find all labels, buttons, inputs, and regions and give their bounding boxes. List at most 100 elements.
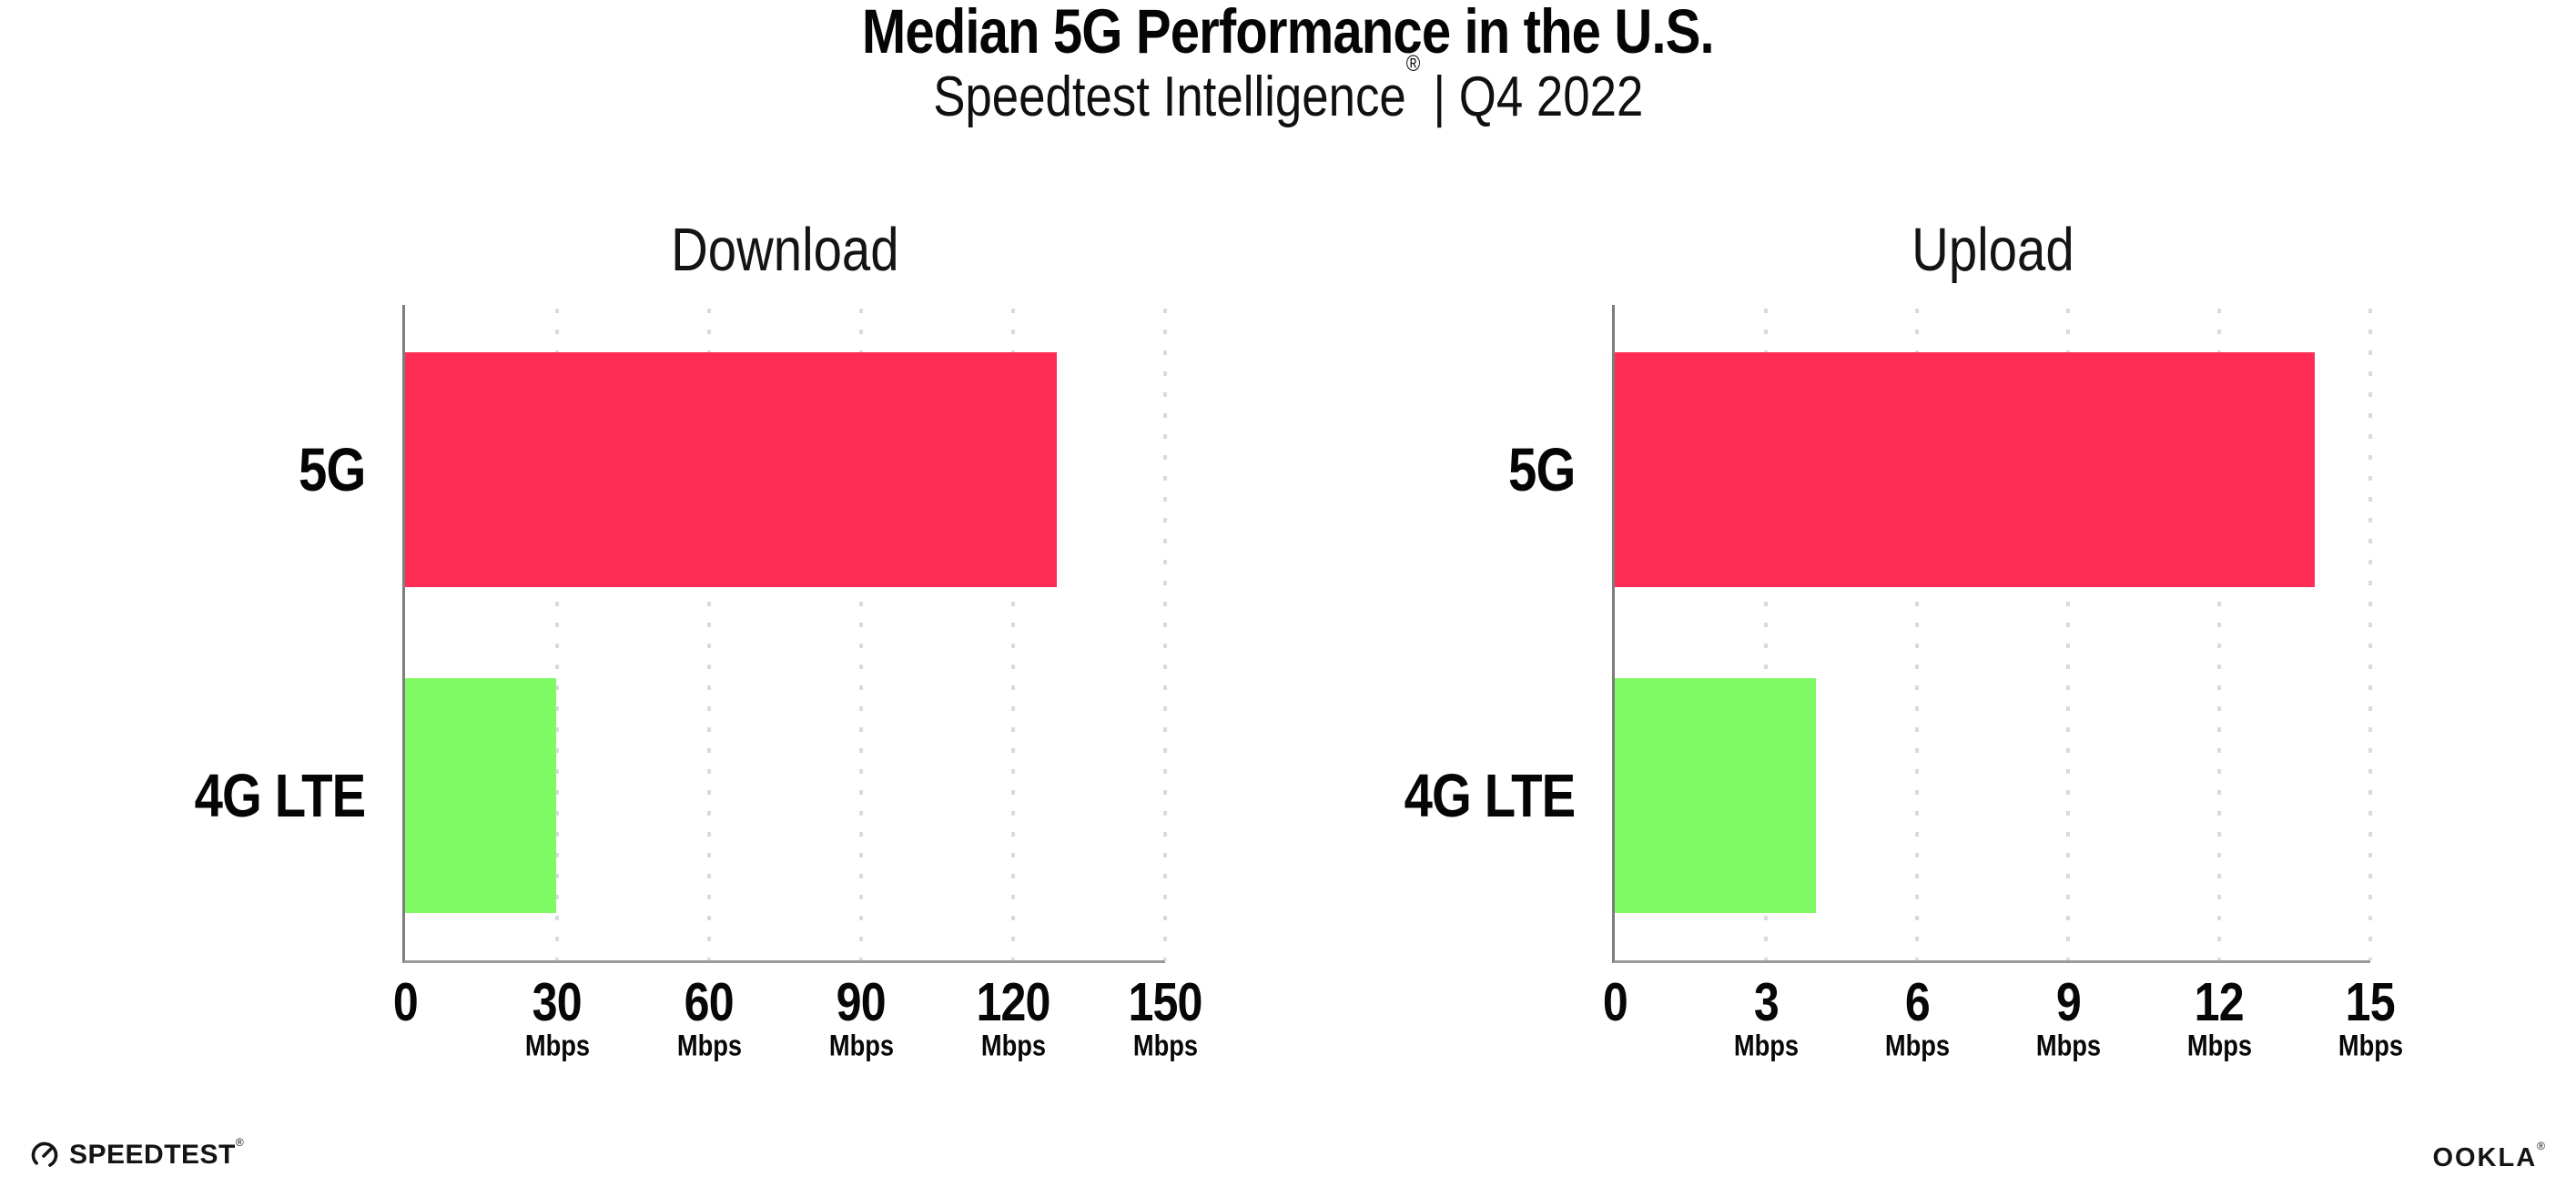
x-tick-unit: Mbps [457, 1029, 657, 1062]
x-tick-value-text: 12 [2194, 971, 2245, 1033]
x-tick-value: 0 [305, 971, 505, 1033]
bar-4g-lte-download [405, 678, 557, 913]
x-tick-unit-text: Mbps [2035, 1029, 2101, 1062]
speedtest-word: SPEEDTEST [69, 1140, 236, 1170]
registered-mark: ® [1405, 51, 1421, 77]
x-tick-value-text: 6 [1904, 971, 1930, 1033]
x-tick-value: 9 [1968, 971, 2168, 1033]
x-tick-unit-text: Mbps [676, 1029, 742, 1062]
x-tick-unit-text: Mbps [2338, 1029, 2403, 1062]
x-tick-15: 15 Mbps [2270, 971, 2470, 1062]
x-tick-150: 150 Mbps [1065, 971, 1265, 1062]
category-label-4g-lte: 4G LTE [123, 678, 366, 913]
gridline-3 [1764, 309, 1768, 960]
ookla-logo: OOKLA® [2432, 1140, 2547, 1173]
gridline-12 [2217, 309, 2221, 960]
gridline-9 [2066, 309, 2070, 960]
x-tick-value-text: 0 [1602, 971, 1628, 1033]
x-tick-value: 30 [457, 971, 657, 1033]
x-tick-unit: Mbps [2119, 1029, 2319, 1062]
x-tick-90: 90 Mbps [761, 974, 961, 1062]
x-tick-value-text: 60 [684, 971, 735, 1033]
x-tick-unit-text: Mbps [1132, 1029, 1198, 1062]
category-label-text: 5G [298, 435, 366, 504]
x-tick-12: 12 Mbps [2119, 971, 2319, 1062]
x-tick-unit-text: Mbps [1733, 1029, 1799, 1062]
x-tick-unit-text: Mbps [2186, 1029, 2252, 1062]
plot-area-download: Download 5G 4G LTE 0 30 Mbps 60 Mbps 90 Mbps 120 Mb… [194, 216, 1202, 1062]
x-tick-value: 150 [1065, 971, 1265, 1033]
speedtest-gauge-icon [31, 1141, 58, 1169]
gridline-30 [555, 309, 559, 960]
category-label-5g: 5G [1333, 352, 1576, 587]
gridline-90 [859, 309, 863, 960]
x-tick-value: 15 [2270, 971, 2470, 1033]
x-tick-value: 6 [1817, 971, 2017, 1033]
bar-5g-download [405, 352, 1057, 587]
gridline-150 [1163, 309, 1167, 960]
page-title: Median 5G Performance in the U.S. [0, 0, 2576, 66]
chart-title-upload: Upload [1560, 214, 2425, 285]
x-tick-unit-text: Mbps [524, 1029, 590, 1062]
ookla-wordmark: OOKLA [2432, 1143, 2538, 1172]
x-tick-30: 30 Mbps [457, 971, 657, 1062]
speedtest-wordmark: SPEEDTEST® [69, 1136, 244, 1171]
x-tick-value-text: 9 [2055, 971, 2081, 1033]
x-tick-3: 3 Mbps [1666, 971, 1866, 1062]
x-tick-value-text: 15 [2345, 971, 2396, 1033]
x-tick-unit-text: Mbps [1884, 1029, 1950, 1062]
x-tick-6: 6 Mbps [1817, 971, 2017, 1062]
x-tick-value-text: 120 [976, 971, 1050, 1033]
speedtest-registered-mark: ® [235, 1136, 244, 1149]
chart-upload: Upload 5G 4G LTE 0 3 Mbps 6 Mbps 9 Mbps 12 Mbps 15 Mb… [1404, 216, 2402, 1062]
x-tick-0: 0 [305, 971, 505, 1062]
x-tick-value-text: 0 [392, 971, 418, 1033]
x-tick-unit-text: Mbps [980, 1029, 1046, 1062]
gauge-needle [42, 1147, 53, 1158]
chart-title-text: Download [671, 215, 899, 284]
page-title-text: Median 5G Performance in the U.S. [862, 0, 1715, 66]
category-label-text: 4G LTE [194, 761, 366, 830]
speedtest-logo: SPEEDTEST® [30, 1136, 244, 1171]
x-tick-unit: Mbps [2270, 1029, 2470, 1062]
x-tick-unit: Mbps [913, 1029, 1113, 1062]
x-tick-unit: Mbps [1817, 1029, 2017, 1062]
category-label-text: 5G [1507, 435, 1576, 504]
x-tick-value: 0 [1515, 971, 1715, 1033]
category-label-4g-lte: 4G LTE [1333, 678, 1576, 913]
chart-download: Download 5G 4G LTE 0 30 Mbps 60 Mbps 90 Mbps 120 Mb… [194, 216, 1202, 1062]
x-tick-unit: Mbps [761, 1029, 961, 1062]
subtitle-period: | Q4 2022 [1433, 64, 1644, 128]
page-subtitle: Speedtest Intelligence® | Q4 2022 [0, 51, 2576, 128]
x-tick-value: 12 [2119, 971, 2319, 1033]
x-tick-value-text: 3 [1753, 971, 1779, 1033]
page-subtitle-text: Speedtest Intelligence® | Q4 2022 [932, 51, 1644, 128]
gridline-120 [1011, 309, 1015, 960]
subtitle-brand: Speedtest Intelligence [932, 64, 1406, 128]
plot-area-upload: Upload 5G 4G LTE 0 3 Mbps 6 Mbps 9 Mbps 12 Mbps 15 Mb… [1404, 216, 2402, 1062]
x-tick-9: 9 Mbps [1968, 971, 2168, 1062]
x-tick-value: 120 [913, 971, 1113, 1033]
x-tick-unit-text: Mbps [828, 1029, 894, 1062]
gridline-60 [707, 309, 711, 960]
x-tick-value: 60 [609, 971, 809, 1033]
x-tick-unit: Mbps [609, 1029, 809, 1062]
x-tick-0: 0 [1515, 971, 1715, 1062]
x-tick-value-text: 30 [532, 971, 583, 1033]
x-tick-value: 3 [1666, 971, 1866, 1033]
x-tick-unit: Mbps [1065, 1029, 1265, 1062]
bar-4g-lte-upload [1615, 678, 1817, 913]
x-tick-value: 90 [761, 974, 961, 1030]
x-tick-unit: Mbps [1666, 1029, 1866, 1062]
x-tick-120: 120 Mbps [913, 971, 1113, 1062]
x-tick-60: 60 Mbps [609, 971, 809, 1062]
bar-5g-upload [1615, 352, 2316, 587]
category-label-text: 4G LTE [1404, 761, 1576, 830]
chart-title-download: Download [350, 214, 1220, 285]
x-tick-value-text: 150 [1128, 971, 1202, 1033]
gridline-6 [1915, 309, 1919, 960]
chart-title-text: Upload [1911, 215, 2074, 284]
category-label-5g: 5G [123, 352, 366, 587]
ookla-registered-mark: ® [2537, 1140, 2547, 1152]
